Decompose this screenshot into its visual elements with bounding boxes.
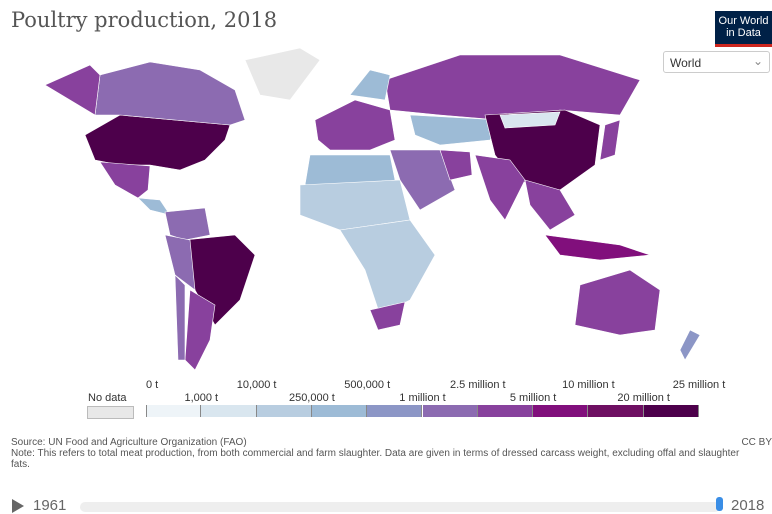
country-mongolia[interactable]	[499, 111, 561, 129]
source-text[interactable]: Source: UN Food and Agriculture Organiza…	[11, 437, 247, 448]
note-text: Note: This refers to total meat producti…	[11, 448, 740, 470]
region-select-value: World	[670, 56, 702, 70]
country-japan[interactable]	[599, 119, 621, 161]
chevron-down-icon: ⌄	[752, 54, 763, 68]
region-peru-bolivia[interactable]	[164, 234, 196, 291]
timeline-slider[interactable]	[80, 502, 720, 512]
region-scandinavia[interactable]	[349, 69, 391, 101]
region-middle-east[interactable]	[389, 149, 456, 211]
owid-logo[interactable]: Our World in Data	[715, 11, 772, 47]
timeline-end-year: 2018	[731, 497, 765, 514]
play-icon[interactable]	[12, 499, 24, 513]
legend-break-label: 10 million t	[562, 379, 615, 391]
legend-break-label: 2.5 million t	[449, 379, 506, 391]
legend-break-label: 25 million t	[672, 379, 726, 391]
legend-bin[interactable]	[477, 405, 534, 417]
legend-bin[interactable]	[422, 405, 478, 417]
legend-bin[interactable]	[256, 405, 312, 417]
legend-bin[interactable]	[201, 405, 257, 417]
country-argentina[interactable]	[184, 289, 216, 371]
timeline-start-year: 1961	[33, 497, 67, 514]
country-indonesia[interactable]	[544, 234, 651, 261]
legend-break-label: 250,000 t	[288, 392, 335, 404]
source-notes: Source: UN Food and Agriculture Organiza…	[11, 437, 751, 470]
legend-break-label: 10,000 t	[236, 379, 277, 391]
logo-line2: in Data	[726, 27, 761, 39]
country-greenland[interactable]	[244, 47, 321, 101]
region-select[interactable]: World ⌄	[663, 51, 770, 73]
country-mexico[interactable]	[99, 161, 151, 199]
legend-bin[interactable]	[643, 405, 699, 417]
region-southeast-asia[interactable]	[524, 179, 576, 231]
legend-bin[interactable]	[367, 405, 423, 417]
legend-bin[interactable]	[533, 405, 589, 417]
region-colombia-venezuela[interactable]	[164, 207, 211, 241]
country-chile[interactable]	[174, 274, 186, 361]
license-link[interactable]: CC BY	[741, 437, 772, 448]
legend-break-label: 1,000 t	[184, 392, 219, 404]
country-new-zealand[interactable]	[679, 329, 701, 361]
logo-line1: Our World	[718, 15, 769, 27]
country-russia[interactable]	[384, 54, 641, 121]
country-india[interactable]	[474, 154, 526, 221]
legend-bin[interactable]	[146, 405, 202, 417]
legend-no-data-label: No data	[88, 392, 127, 404]
legend-break-label: 0 t	[146, 379, 159, 391]
legend-break-label: 20 million t	[617, 392, 670, 404]
region-europe[interactable]	[314, 99, 396, 151]
country-south-africa[interactable]	[369, 301, 406, 331]
region-central-asia[interactable]	[409, 114, 501, 146]
world-map	[44, 47, 701, 371]
legend-break-label: 5 million t	[509, 392, 557, 404]
country-iran[interactable]	[439, 149, 473, 181]
country-australia[interactable]	[574, 269, 661, 336]
legend-no-data-swatch	[87, 406, 134, 419]
region-central-africa[interactable]	[339, 219, 436, 316]
legend-break-label: 1 million t	[399, 392, 446, 404]
country-canada[interactable]	[94, 61, 246, 126]
legend-bin[interactable]	[588, 405, 644, 417]
timeline-handle[interactable]	[716, 497, 723, 511]
legend-break-label: 500,000 t	[344, 379, 391, 391]
chart-title: Poultry production, 2018	[11, 8, 278, 32]
country-alaska[interactable]	[44, 64, 101, 116]
legend-bin[interactable]	[311, 405, 368, 417]
